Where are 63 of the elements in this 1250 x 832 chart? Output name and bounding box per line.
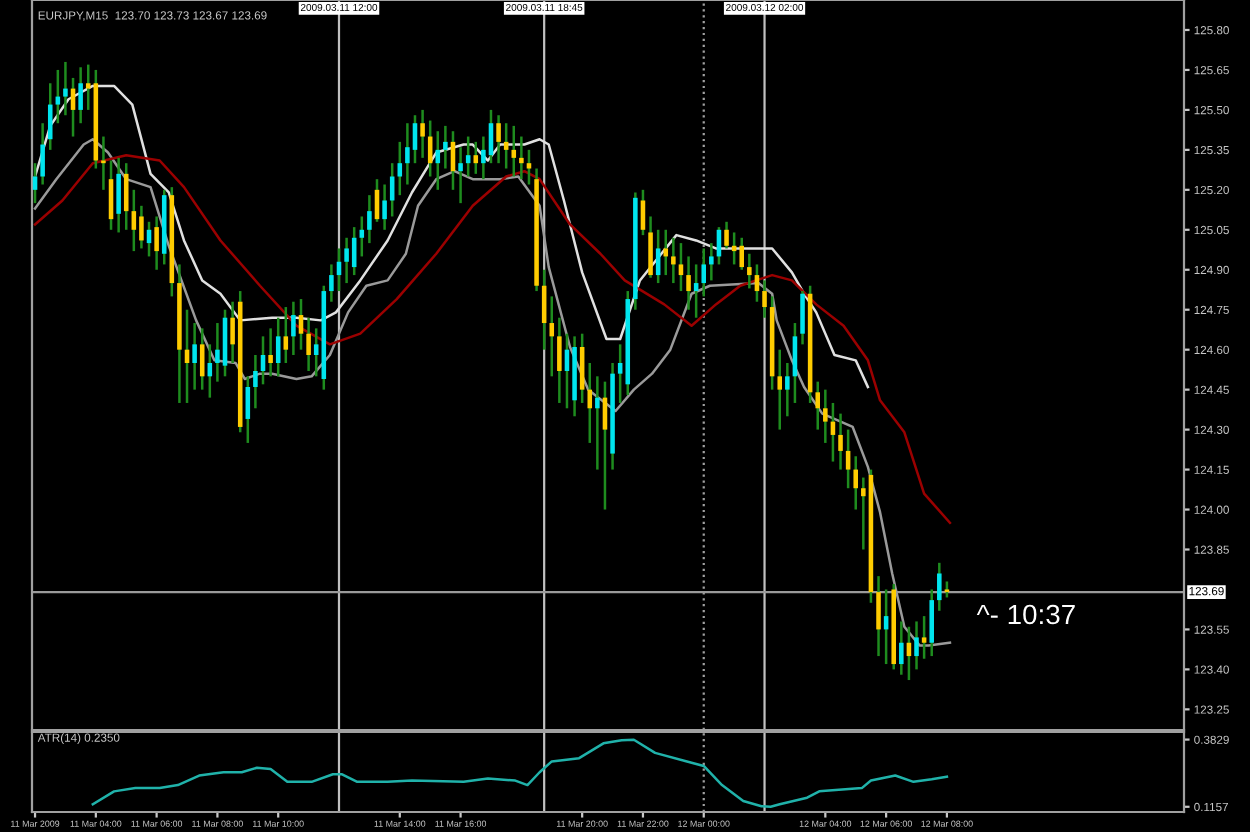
candlestick <box>116 156 121 234</box>
candlestick <box>762 279 767 319</box>
candlestick <box>739 236 745 271</box>
candlestick <box>329 263 334 303</box>
annotation: ^- 10:37 <box>976 604 1075 625</box>
candlestick <box>899 620 904 676</box>
candlestick <box>291 300 296 357</box>
candlestick <box>139 204 144 250</box>
candlestick <box>709 241 714 282</box>
candlestick <box>123 161 129 232</box>
candlestick <box>405 121 410 186</box>
candlestick <box>382 183 387 232</box>
candlestick <box>823 388 828 445</box>
candlestick <box>47 82 53 152</box>
candlestick <box>937 561 942 613</box>
candlestick <box>306 316 311 373</box>
candlestick <box>526 148 532 186</box>
candlestick <box>747 252 752 290</box>
candlestick <box>663 228 669 277</box>
candlestick <box>344 236 349 285</box>
candlestick <box>78 66 83 125</box>
candlestick <box>549 295 555 378</box>
candlestick <box>838 412 843 471</box>
candlestick <box>496 113 501 165</box>
candlestick <box>724 220 729 250</box>
candlestick <box>154 215 159 271</box>
candlestick <box>473 140 479 176</box>
candlestick <box>397 140 403 197</box>
candlestick <box>595 375 600 471</box>
candlestick <box>587 361 593 445</box>
candlestick <box>686 255 691 311</box>
candlestick <box>443 124 448 170</box>
candlestick <box>367 193 372 245</box>
candlestick <box>253 353 258 410</box>
candlestick <box>671 236 676 285</box>
candlestick <box>701 247 707 298</box>
line-series <box>33 153 952 525</box>
candlestick <box>268 327 273 378</box>
candlestick <box>458 145 463 205</box>
line-series <box>33 84 870 389</box>
candlestick <box>777 348 783 431</box>
candlestick <box>929 588 934 658</box>
candlestick <box>313 327 319 378</box>
candlestick <box>511 124 517 178</box>
candlestick <box>40 121 45 186</box>
candlestick <box>853 455 859 511</box>
candlestick <box>63 60 68 117</box>
line-series <box>91 738 949 808</box>
candlestick <box>640 188 646 237</box>
candlestick <box>557 316 562 405</box>
candlestick <box>519 135 524 181</box>
candlestick <box>678 241 684 293</box>
candlestick <box>192 321 197 391</box>
candlestick <box>914 620 919 671</box>
candlestick <box>283 305 289 365</box>
candlestick <box>648 215 653 279</box>
candlestick <box>876 574 881 658</box>
candlestick <box>815 380 821 431</box>
candlestick <box>921 614 927 660</box>
candlestick <box>215 321 220 383</box>
candlestick <box>785 361 790 418</box>
candlestick <box>420 108 425 160</box>
candlestick <box>800 289 805 346</box>
